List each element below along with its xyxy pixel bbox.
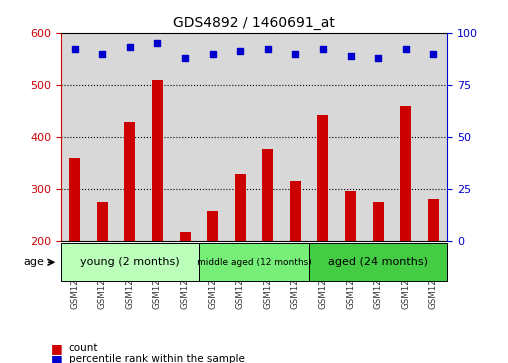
Bar bbox=[171, 33, 199, 241]
Text: count: count bbox=[69, 343, 98, 354]
Bar bbox=[290, 182, 301, 346]
Bar bbox=[61, 244, 199, 281]
Bar bbox=[69, 158, 80, 346]
Text: middle aged (12 months): middle aged (12 months) bbox=[197, 258, 311, 267]
Bar bbox=[179, 232, 190, 346]
Bar bbox=[309, 244, 447, 281]
Bar bbox=[309, 33, 337, 241]
Bar bbox=[345, 191, 356, 346]
Bar bbox=[116, 33, 144, 241]
Bar bbox=[207, 211, 218, 346]
Point bbox=[291, 51, 299, 57]
Bar bbox=[400, 106, 411, 346]
Bar bbox=[254, 33, 281, 241]
Point bbox=[181, 55, 189, 61]
Point bbox=[264, 46, 272, 52]
Bar bbox=[88, 33, 116, 241]
Bar bbox=[262, 148, 273, 346]
Point bbox=[71, 46, 79, 52]
Bar bbox=[235, 174, 246, 346]
Text: ■: ■ bbox=[51, 353, 62, 363]
Bar bbox=[152, 79, 163, 346]
Text: young (2 months): young (2 months) bbox=[80, 257, 180, 267]
Text: age: age bbox=[23, 257, 44, 267]
Point bbox=[153, 40, 162, 46]
Title: GDS4892 / 1460691_at: GDS4892 / 1460691_at bbox=[173, 16, 335, 30]
Text: ■: ■ bbox=[51, 342, 62, 355]
Point bbox=[236, 49, 244, 54]
Text: aged (24 months): aged (24 months) bbox=[328, 257, 428, 267]
Point bbox=[98, 51, 106, 57]
Point bbox=[402, 46, 410, 52]
Bar bbox=[227, 33, 254, 241]
Point bbox=[374, 55, 382, 61]
Bar bbox=[144, 33, 171, 241]
Point bbox=[319, 46, 327, 52]
Bar bbox=[337, 33, 364, 241]
Point bbox=[126, 44, 134, 50]
Bar bbox=[199, 244, 309, 281]
Text: percentile rank within the sample: percentile rank within the sample bbox=[69, 354, 244, 363]
Bar bbox=[372, 202, 384, 346]
Point bbox=[346, 53, 355, 58]
Bar bbox=[364, 33, 392, 241]
Point bbox=[429, 51, 437, 57]
Bar bbox=[281, 33, 309, 241]
Bar bbox=[61, 33, 88, 241]
Bar bbox=[392, 33, 420, 241]
Bar bbox=[318, 115, 329, 346]
Bar bbox=[97, 202, 108, 346]
Bar bbox=[420, 33, 447, 241]
Bar bbox=[124, 122, 136, 346]
Point bbox=[209, 51, 217, 57]
Bar bbox=[199, 33, 227, 241]
Bar bbox=[428, 199, 439, 346]
